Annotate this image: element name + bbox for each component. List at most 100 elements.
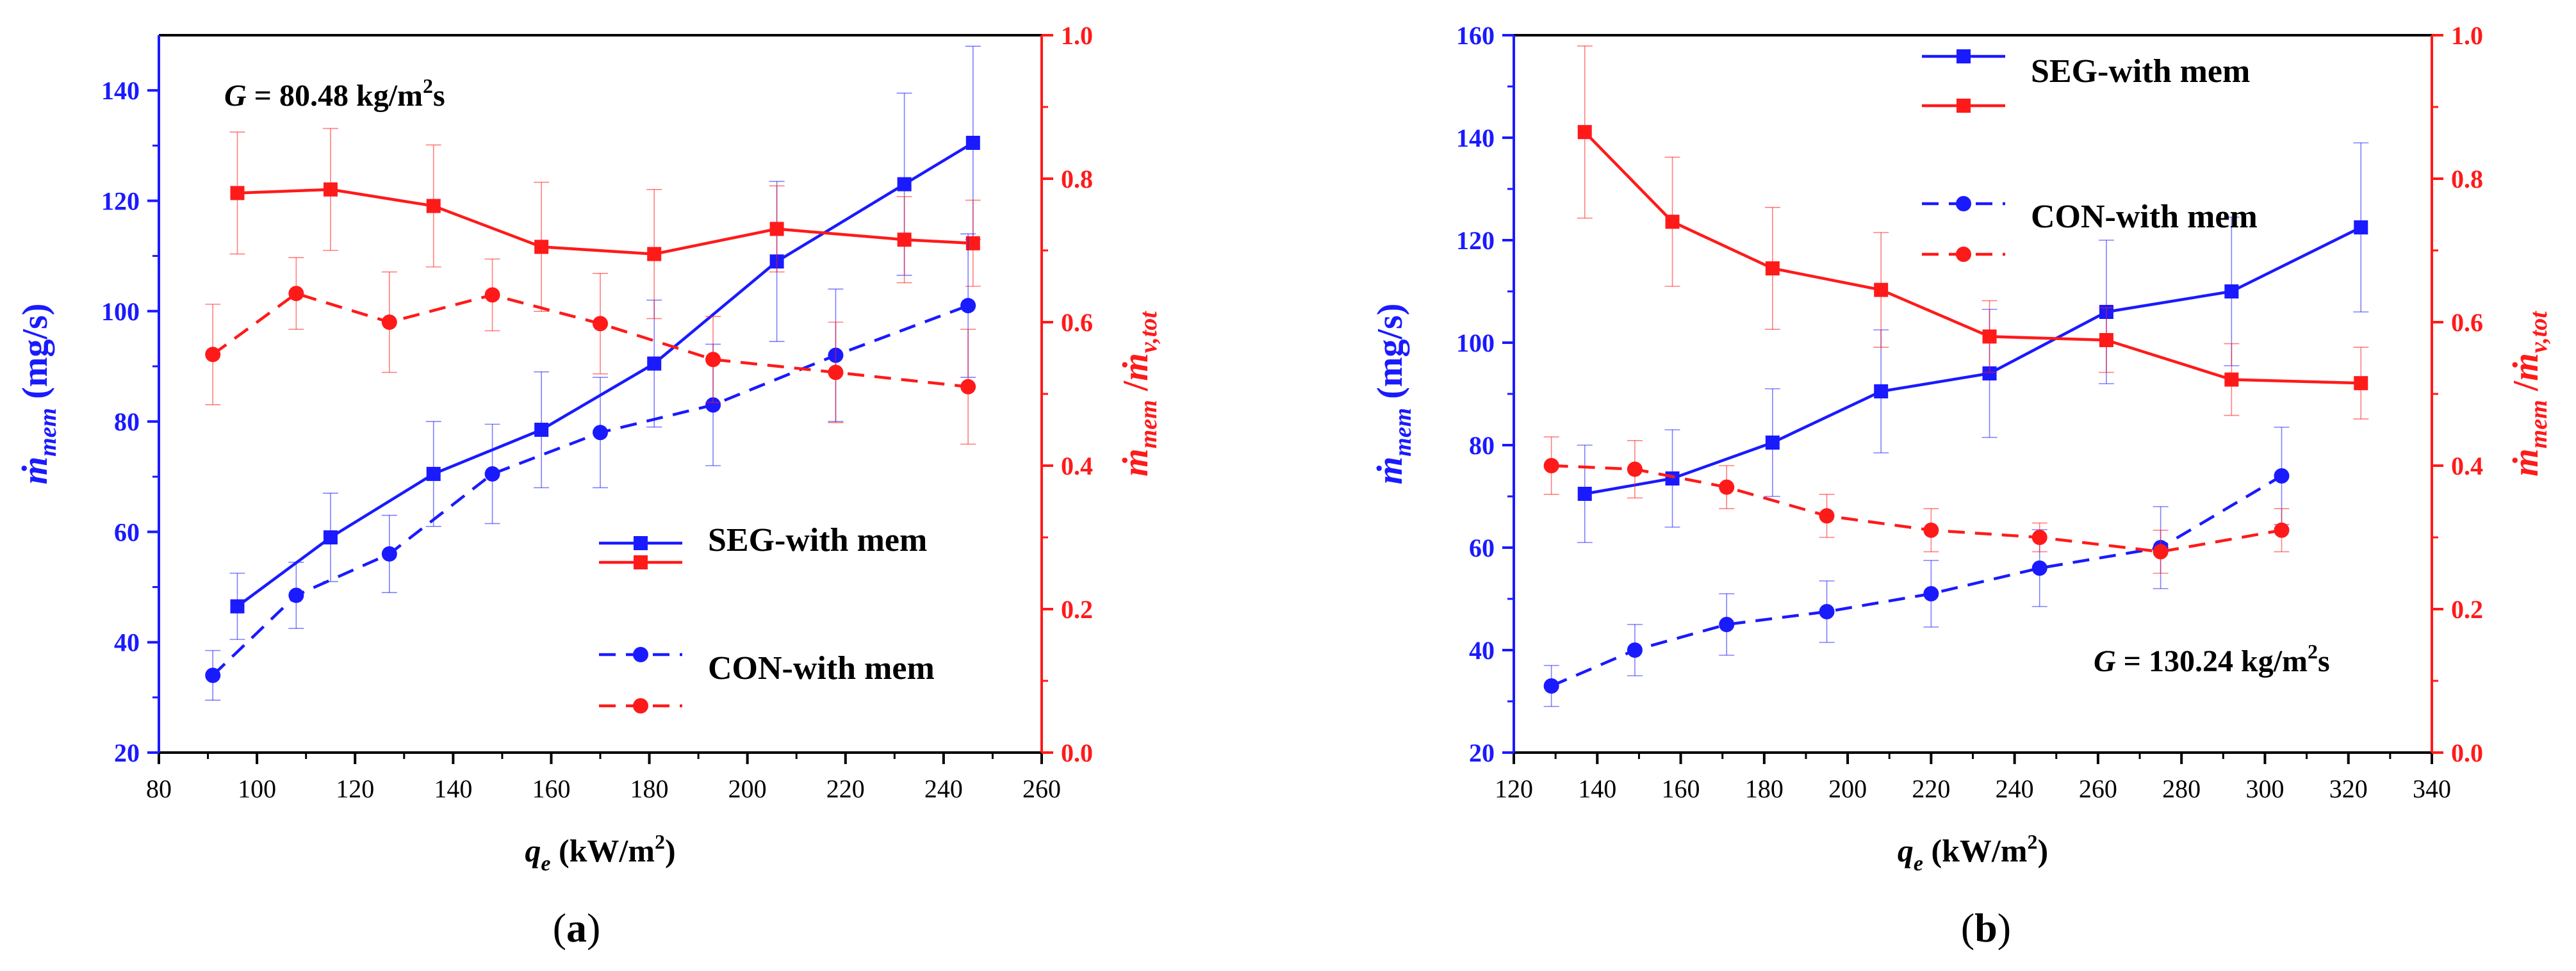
right-y-tick-label: 0.8 [2451,165,2483,193]
data-point [647,247,662,261]
data-point [1719,479,1735,495]
data-point [2274,468,2290,484]
data-point [647,356,662,371]
data-point [288,286,304,302]
data-point [1543,458,1559,473]
data-point [1765,436,1780,450]
data-point [1982,329,1997,344]
chart-panel-a: 80 100 120 140 160 180 200 220 240 260 20 40 60 80 100… [15,21,1162,951]
data-point [381,546,397,562]
data-point [2031,530,2047,545]
data-point [2274,522,2290,538]
legend-marker [634,555,648,569]
right-y-tick-label: 1.0 [1061,21,1093,50]
data-point [534,423,549,437]
series-line [1551,464,2282,553]
data-point [381,314,397,330]
data-point [323,182,338,197]
data-point [1665,471,1680,485]
x-tick-label: 200 [728,774,767,803]
data-point [1627,642,1643,658]
data-point [484,287,500,303]
series-line [1584,131,2361,385]
data-point [205,667,221,683]
data-point [2153,544,2169,560]
data-point [965,136,980,150]
data-point [426,466,441,481]
left-y-tick-label: 80 [114,407,140,436]
data-point [960,379,976,395]
right-y-tick-label: 0.6 [1061,308,1093,337]
legend: SEG-with mem CON-with mem [599,522,935,714]
legend-marker [1957,49,1971,63]
left-y-tick-label: 140 [101,76,140,105]
data-point [769,222,784,236]
x-tick-label: 180 [1745,774,1784,803]
data-point [288,587,304,603]
data-point [2354,376,2368,391]
data-point [897,177,912,192]
legend-label: CON-with mem [2031,199,2258,235]
data-point [1874,384,1889,398]
series-line [237,188,973,256]
legend-marker [1957,99,1971,113]
left-y-tick-label: 100 [101,297,140,326]
x-tick-label: 180 [630,774,669,803]
legend-marker [633,698,648,714]
x-tick-label: 160 [532,774,570,803]
left-y-tick-label: 40 [114,628,140,657]
data-point [1923,586,1939,601]
g-annotation: G = 80.48 kg/m2s [224,74,445,113]
data-point [705,352,721,368]
data-point [1765,261,1780,275]
x-tick-label: 120 [1495,774,1533,803]
x-tick-label: 140 [1578,774,1616,803]
panel-label: (a) [553,905,601,951]
right-y-tick-label: 0.0 [2451,738,2483,767]
data-point [2224,372,2239,387]
x-tick-label: 220 [826,774,865,803]
series-seg-with-mem-mem [1577,142,2369,543]
legend-marker [1956,247,1971,262]
data-point [1665,215,1680,229]
panel-label: (b) [1961,905,2011,951]
right-y-tick-label: 0.8 [1061,165,1093,193]
data-point [1577,487,1592,501]
left-y-tick-label: 60 [114,518,140,546]
left-y-tick-label: 140 [1456,124,1495,152]
legend-label: CON-with mem [708,650,935,687]
data-point [897,233,912,247]
right-y-tick-label: 1.0 [2451,21,2483,50]
data-point [2031,560,2047,576]
data-point [426,199,441,213]
series-line [236,142,974,608]
x-tick-label: 80 [146,774,172,803]
left-y-tick-label: 20 [1469,738,1495,767]
x-tick-label: 140 [434,774,472,803]
series-con-with-mem-ratio [1543,436,2290,574]
data-point [2224,284,2239,298]
legend: SEG-with mem CON-with mem [1922,49,2258,262]
data-point [1874,282,1889,297]
x-tick-label: 200 [1828,774,1867,803]
data-point [534,240,549,254]
data-point [1923,522,1939,538]
data-point [230,186,245,200]
x-tick-label: 320 [2329,774,2368,803]
x-tick-label: 240 [1996,774,2034,803]
legend-marker [1956,196,1971,211]
x-axis-label: qe (kW/m2) [525,830,675,876]
data-point [230,599,245,614]
right-y-tick-label: 0.4 [2451,452,2483,480]
x-tick-label: 240 [924,774,963,803]
x-tick-label: 260 [1022,774,1061,803]
x-tick-label: 260 [2079,774,2117,803]
data-point [1819,604,1835,619]
data-point [2099,333,2113,347]
series-seg-with-mem-ratio [1577,45,2369,420]
x-tick-label: 220 [1912,774,1950,803]
left-y-axis-label: ṁmem (mg/s) [1370,304,1416,485]
series-con-with-mem-mem [205,233,976,701]
left-y-tick-label: 120 [101,186,140,215]
